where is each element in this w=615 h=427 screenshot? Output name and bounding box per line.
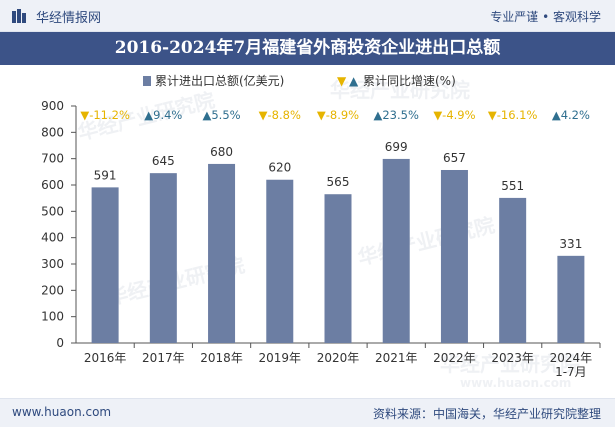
- y-tick-label: 700: [41, 152, 64, 166]
- growth-label: ▲5.5%: [203, 108, 241, 122]
- bar-value-label: 620: [268, 161, 291, 175]
- y-tick-label: 100: [41, 310, 64, 324]
- x-tick-label: 2023年: [491, 351, 534, 365]
- bar: [557, 255, 585, 343]
- header-bar: 华经情报网 专业严谨 • 客观科学: [0, 0, 615, 32]
- growth-label: ▼-4.9%: [433, 108, 475, 122]
- bar-value-label: 657: [443, 151, 466, 165]
- x-tick-label: 2019年: [259, 351, 302, 365]
- bar: [499, 197, 527, 343]
- growth-label: ▼-11.2%: [80, 108, 130, 122]
- bar-value-label: 331: [559, 237, 582, 251]
- x-tick-label: 2022年: [433, 351, 476, 365]
- growth-label: ▼-8.8%: [259, 108, 301, 122]
- growth-label: ▼-8.9%: [317, 108, 359, 122]
- bar: [440, 169, 468, 343]
- bar-value-label: 565: [327, 175, 350, 189]
- y-tick-label: 0: [56, 336, 64, 350]
- x-tick-label: 2021年: [375, 351, 418, 365]
- chart-area: 华经产业研究院华经产业研究院华经产业研究院华经产业研究院华经产业研究院www.h…: [41, 73, 601, 390]
- x-tick-label: 1-7月: [555, 365, 587, 379]
- x-tick-label: 2024年: [550, 351, 593, 365]
- watermark: 华经产业研究院: [440, 352, 580, 376]
- bar-value-label: 680: [210, 145, 233, 159]
- growth-label: ▼-16.1%: [488, 108, 538, 122]
- legend-label-growth: 累计同比增速(%): [363, 74, 456, 88]
- source-note: 资料来源：中国海关，华经产业研究院整理: [372, 407, 601, 421]
- watermark: 华经产业研究院: [330, 78, 470, 102]
- bar-value-label: 591: [94, 168, 117, 182]
- chart-title: 2016-2024年7月福建省外商投资企业进出口总额: [0, 32, 615, 65]
- x-tick-label: 2017年: [142, 351, 185, 365]
- growth-label: ▲4.2%: [552, 108, 590, 122]
- legend-down-triangle: ▼: [337, 74, 347, 88]
- x-tick-label: 2020年: [317, 351, 360, 365]
- legend-swatch-bar: [143, 76, 151, 86]
- site-url[interactable]: www.huaon.com: [12, 405, 112, 419]
- footer-bar: www.huaon.com 资料来源：中国海关，华经产业研究院整理: [0, 398, 615, 427]
- growth-label: ▲9.4%: [144, 108, 182, 122]
- bar-value-label: 645: [152, 154, 175, 168]
- slogan: 专业严谨 • 客观科学: [490, 10, 601, 24]
- logo-icon: [12, 9, 26, 23]
- bar: [266, 179, 294, 343]
- y-tick-label: 500: [41, 204, 64, 218]
- legend-label-bar: 累计进出口总额(亿美元): [155, 73, 284, 88]
- y-tick-label: 600: [41, 178, 64, 192]
- site-name: 华经情报网: [36, 11, 102, 26]
- legend-up-triangle: ▲: [349, 74, 359, 88]
- bar-value-label: 551: [501, 179, 524, 193]
- x-tick-label: 2018年: [200, 351, 243, 365]
- y-tick-label: 800: [41, 125, 64, 139]
- y-tick-label: 200: [41, 283, 64, 297]
- bar-value-label: 699: [385, 140, 408, 154]
- y-tick-label: 400: [41, 231, 64, 245]
- bar: [91, 187, 119, 343]
- y-tick-label: 900: [41, 99, 64, 113]
- y-tick-label: 300: [41, 257, 64, 271]
- growth-label: ▲23.5%: [374, 108, 419, 122]
- bar: [324, 194, 352, 343]
- watermark: 华经产业研究院: [355, 213, 497, 270]
- bar: [208, 163, 236, 343]
- watermark-url: www.huaon.com: [460, 376, 571, 390]
- x-tick-label: 2016年: [84, 351, 127, 365]
- bar: [149, 173, 177, 343]
- bar: [382, 158, 410, 343]
